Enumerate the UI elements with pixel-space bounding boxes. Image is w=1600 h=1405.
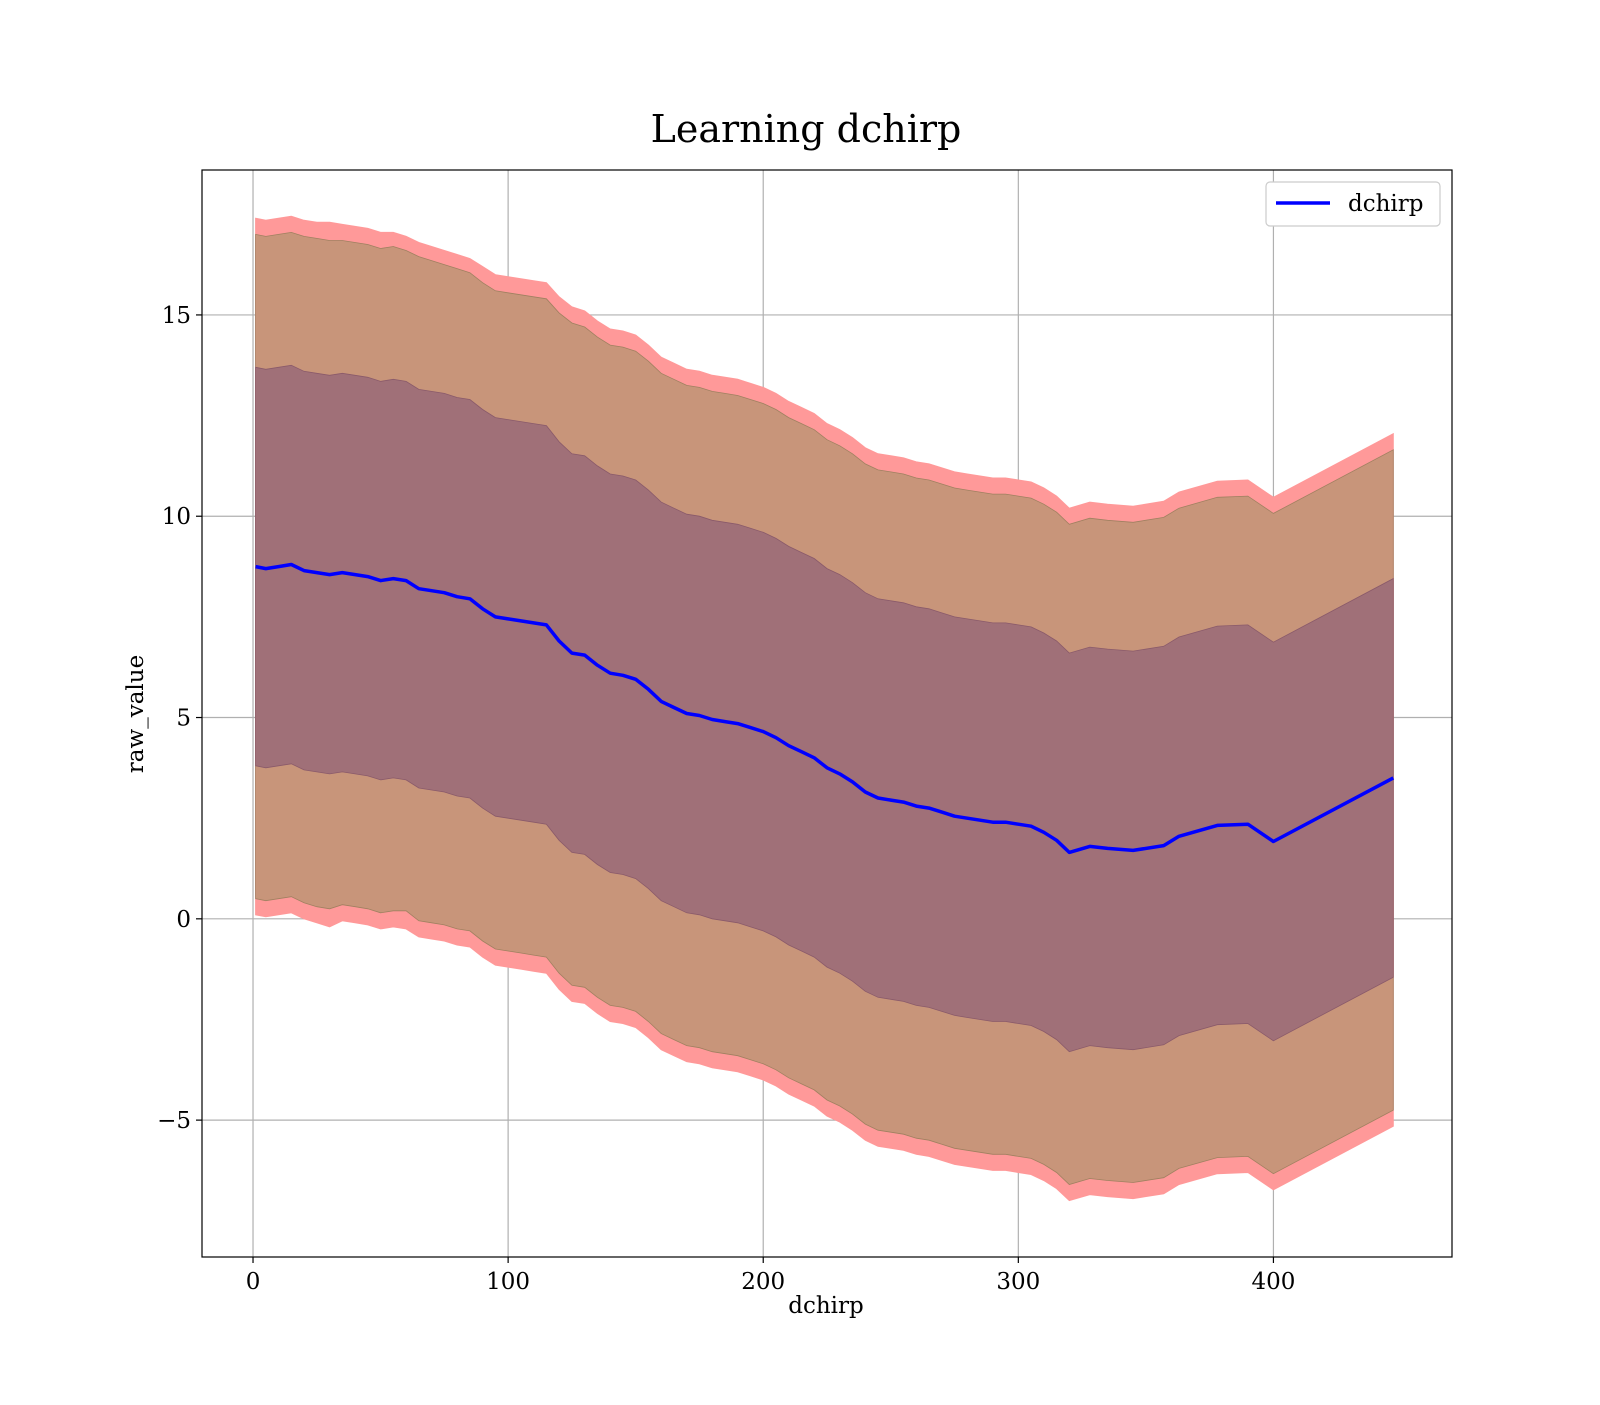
x-tick-label: 0	[246, 1269, 261, 1295]
y-tick-label: 15	[162, 303, 191, 329]
legend-label-dchirp: dchirp	[1348, 191, 1424, 217]
legend-box	[1265, 181, 1441, 227]
y-tick-label: 0	[176, 907, 191, 933]
y-axis-label: raw_value	[123, 655, 149, 773]
x-tick-label: 200	[741, 1269, 785, 1295]
y-axis-ticks: −5 0 5 10 15	[157, 303, 202, 1134]
x-axis-ticks: 0 100 200 300 400	[246, 1257, 1295, 1295]
legend: dchirp	[1265, 181, 1441, 227]
x-tick-label: 300	[996, 1269, 1040, 1295]
y-tick-label: 5	[176, 706, 191, 732]
x-tick-label: 400	[1251, 1269, 1295, 1295]
series-lines	[255, 562, 1395, 855]
chart-title: Learning dchirp	[651, 107, 962, 151]
x-axis-label: dchirp	[788, 1293, 864, 1319]
plot-frame	[201, 169, 1453, 1258]
inner-band	[255, 364, 1394, 1053]
confidence-bands	[255, 215, 1394, 1202]
series-line-dchirp	[255, 562, 1395, 855]
y-tick-label: 10	[162, 504, 191, 530]
y-tick-label: −5	[157, 1108, 191, 1134]
x-tick-label: 100	[486, 1269, 530, 1295]
